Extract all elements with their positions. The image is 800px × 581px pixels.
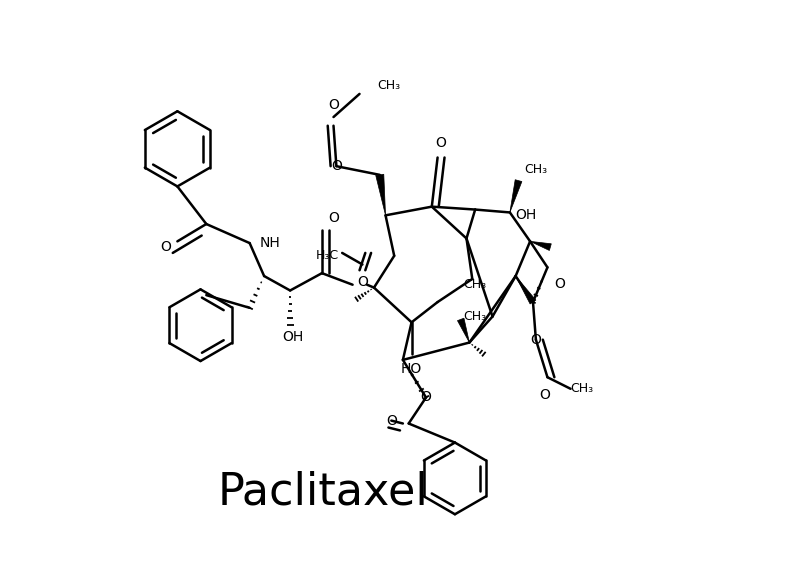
Text: O: O	[421, 390, 431, 404]
Text: O: O	[539, 388, 550, 401]
Text: CH₃: CH₃	[570, 382, 594, 395]
Text: Paclitaxel: Paclitaxel	[218, 470, 429, 513]
Text: OH: OH	[516, 209, 537, 223]
Polygon shape	[516, 276, 536, 304]
Text: NH: NH	[260, 236, 281, 250]
Polygon shape	[458, 318, 470, 343]
Text: O: O	[386, 414, 397, 428]
Polygon shape	[510, 180, 522, 213]
Text: O: O	[435, 136, 446, 150]
Text: O: O	[358, 275, 369, 289]
Text: OH: OH	[282, 330, 304, 344]
Text: CH₃: CH₃	[377, 79, 400, 92]
Text: CH₃: CH₃	[464, 278, 486, 291]
Text: H₃C: H₃C	[316, 249, 339, 262]
Text: O: O	[160, 240, 171, 254]
Text: CH₃: CH₃	[524, 163, 547, 175]
Text: O: O	[331, 159, 342, 173]
Text: O: O	[328, 211, 339, 225]
Polygon shape	[530, 241, 551, 250]
Text: O: O	[554, 277, 566, 290]
Text: O: O	[530, 333, 542, 347]
Text: HO: HO	[401, 361, 422, 375]
Text: CH₃: CH₃	[464, 310, 486, 323]
Polygon shape	[376, 174, 386, 216]
Text: O: O	[328, 98, 339, 113]
